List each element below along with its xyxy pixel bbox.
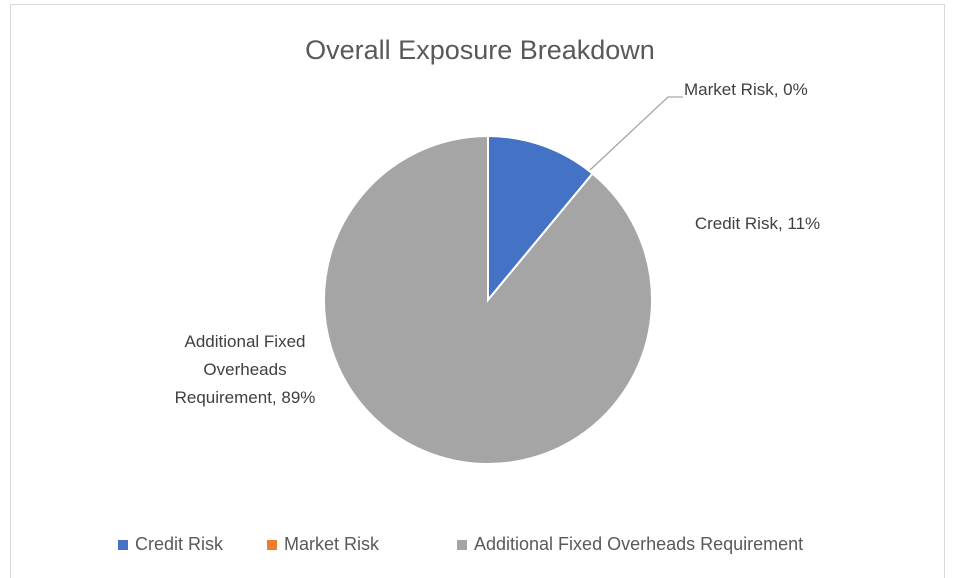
- chart-title: Overall Exposure Breakdown: [305, 35, 655, 65]
- legend-swatch: [267, 539, 277, 550]
- legend-swatch: [118, 539, 128, 550]
- legend-label: Market Risk: [284, 534, 380, 554]
- legend-item: Market Risk: [267, 534, 379, 555]
- legend-item: Additional Fixed Overheads Requirement: [457, 534, 803, 555]
- legend-swatch: [457, 539, 467, 550]
- leader-line: [589, 96, 683, 171]
- legend-label: Credit Risk: [135, 534, 224, 554]
- pie-slice: [323, 134, 653, 465]
- data-label: Market Risk, 0%: [684, 80, 808, 99]
- pie-slice: [487, 134, 594, 303]
- legend-item: Credit Risk: [118, 534, 223, 555]
- data-label: Additional Fixed Overheads Requirement, …: [174, 332, 316, 407]
- legend-label: Additional Fixed Overheads Requirement: [474, 534, 804, 554]
- data-label: Credit Risk, 11%: [694, 214, 821, 233]
